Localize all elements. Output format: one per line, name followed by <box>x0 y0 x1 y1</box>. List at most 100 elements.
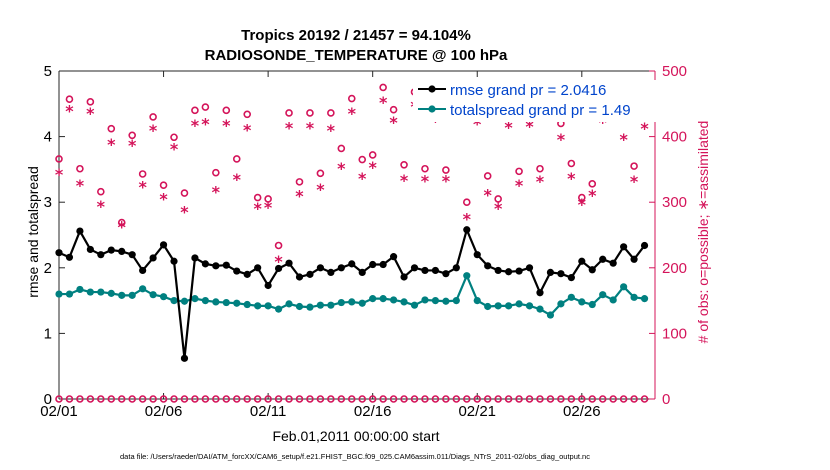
possible-obs-marker <box>191 106 199 115</box>
rmse-point <box>180 354 189 362</box>
possible-obs-marker <box>107 124 116 133</box>
assimilated-obs-marker: * <box>630 172 639 191</box>
rmse-point <box>348 260 356 268</box>
assimilated-obs-marker: * <box>379 93 388 112</box>
spread-point <box>389 296 398 304</box>
assimilated-obs-marker: * <box>138 177 147 196</box>
assimilated-obs-marker: * <box>327 121 336 140</box>
possible-obs-marker <box>515 167 523 176</box>
spread-point <box>421 296 429 304</box>
possible-obs-marker <box>149 113 157 121</box>
assimilated-obs-marker: * <box>159 189 168 208</box>
possible-obs-marker <box>138 170 147 178</box>
y-left-tick-label: 3 <box>44 194 52 211</box>
rmse-point <box>337 264 345 272</box>
assimilated-obs-marker: * <box>306 118 315 137</box>
rmse-point <box>525 264 534 272</box>
assimilated-obs-marker: * <box>504 118 513 137</box>
zero-count-marker <box>640 395 649 403</box>
assimilated-obs-marker: * <box>128 136 137 155</box>
rmse-point <box>515 267 523 275</box>
x-tick-label: 02/11 <box>250 403 286 420</box>
zero-count-marker <box>138 395 147 403</box>
spread-point <box>254 302 262 310</box>
assimilated-obs-marker: * <box>400 171 409 190</box>
assimilated-obs-marker: * <box>463 210 472 229</box>
possible-obs-marker <box>55 155 63 163</box>
zero-count-marker <box>546 395 555 403</box>
rmse-point <box>139 266 147 275</box>
spread-point <box>337 298 345 307</box>
assimilated-obs-marker: * <box>76 176 85 195</box>
spread-point <box>348 298 356 306</box>
rmse-point <box>97 251 105 259</box>
rmse-point <box>494 266 502 275</box>
assimilated-obs-marker: * <box>86 104 95 123</box>
assimilated-obs-marker: * <box>588 186 597 205</box>
zero-count-marker <box>306 395 314 403</box>
assimilated-obs-marker: * <box>97 197 106 216</box>
possible-obs-marker <box>567 159 576 168</box>
possible-obs-marker <box>180 189 189 197</box>
zero-count-marker <box>515 395 523 403</box>
spread-point <box>379 295 387 303</box>
assimilated-obs-marker: * <box>222 116 231 135</box>
spread-point <box>609 296 617 304</box>
rmse-point <box>76 227 84 235</box>
assimilated-obs-marker: * <box>536 172 545 191</box>
spread-point <box>640 295 649 303</box>
assimilated-obs-marker: * <box>442 172 451 191</box>
possible-obs-marker <box>201 103 210 111</box>
spread-point <box>410 301 419 309</box>
x-tick-label: 02/21 <box>458 403 496 420</box>
assimilated-obs-marker: * <box>274 252 283 271</box>
zero-count-marker <box>86 395 95 403</box>
zero-count-marker <box>159 395 168 403</box>
y-left-tick-label: 5 <box>44 63 52 80</box>
rmse-point <box>233 267 241 275</box>
rmse-point <box>264 281 272 290</box>
spread-point <box>233 299 241 307</box>
zero-count-marker <box>379 395 387 403</box>
zero-count-marker <box>410 395 419 403</box>
rmse-point <box>400 273 408 281</box>
zero-count-marker <box>274 395 283 403</box>
possible-obs-marker <box>368 151 377 159</box>
possible-obs-marker <box>253 193 262 202</box>
spread-point <box>505 302 513 310</box>
x-tick-label: 02/01 <box>40 403 78 420</box>
rmse-point <box>609 259 617 267</box>
assimilated-obs-marker: * <box>316 180 325 199</box>
zero-count-marker <box>347 395 356 403</box>
spread-point <box>327 301 335 309</box>
rmse-point <box>191 254 199 262</box>
spread-point <box>630 293 638 301</box>
possible-obs-marker <box>212 168 220 177</box>
rmse-point <box>285 259 293 267</box>
spread-point <box>170 297 178 305</box>
zero-count-marker <box>97 395 105 403</box>
spread-point <box>578 298 586 306</box>
y-right-tick-label: 0 <box>662 391 670 408</box>
assimilated-obs-marker: * <box>243 120 252 139</box>
rmse-point <box>557 270 565 278</box>
rmse-point <box>431 266 440 275</box>
spread-point <box>400 298 408 306</box>
possible-obs-marker <box>232 155 241 163</box>
rmse-point <box>484 262 492 270</box>
spread-point <box>525 302 534 310</box>
zero-count-marker <box>170 395 178 403</box>
rmse-point <box>243 270 251 278</box>
possible-obs-marker <box>306 109 314 117</box>
rmse-point <box>55 249 63 257</box>
zero-count-marker <box>65 395 74 403</box>
spread-point <box>97 288 105 296</box>
zero-count-marker <box>76 395 84 403</box>
zero-count-marker <box>442 395 450 403</box>
legend-box <box>413 80 656 122</box>
possible-obs-marker <box>358 155 367 164</box>
assimilated-obs-marker: * <box>515 176 524 195</box>
assimilated-obs-marker: * <box>295 187 304 206</box>
possible-obs-marker <box>483 172 492 180</box>
spread-point <box>431 297 440 305</box>
